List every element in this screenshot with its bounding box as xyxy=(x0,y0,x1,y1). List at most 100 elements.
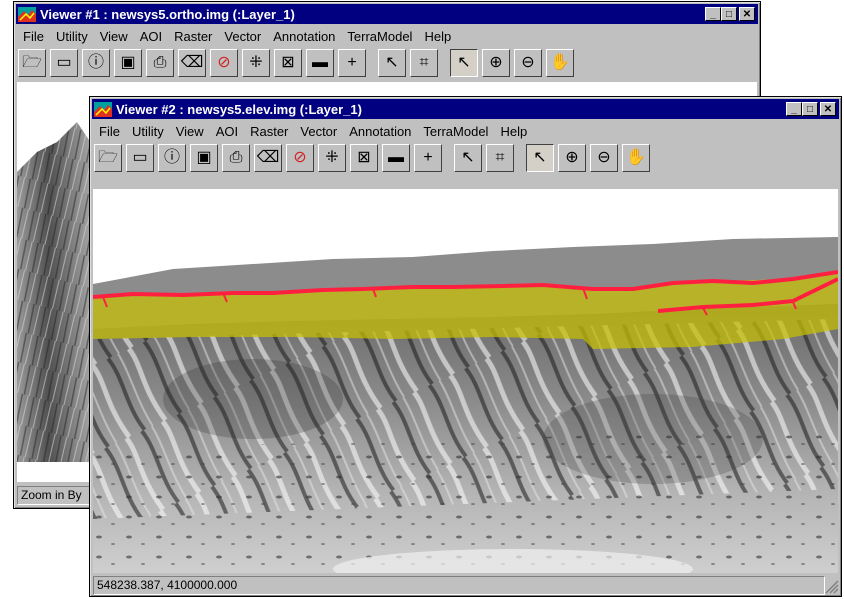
open-folder-button[interactable]: 🗁 xyxy=(94,144,122,172)
fit-button[interactable]: ⊠ xyxy=(274,49,302,77)
menu-aoi[interactable]: AOI xyxy=(139,28,163,44)
clear-icon: ⊘ xyxy=(293,149,307,166)
viewer-2-menubar: File Utility View AOI Raster Vector Anno… xyxy=(93,121,838,141)
pointer-arrow-button[interactable]: ↖ xyxy=(378,49,406,77)
open-folder-icon: 🗁 xyxy=(22,54,42,71)
measure-button[interactable]: ▬ xyxy=(382,144,410,172)
pan-hand-button[interactable]: ✋ xyxy=(546,49,574,77)
pointer-arrow-button[interactable]: ↖ xyxy=(454,144,482,172)
info-icon: ⓘ xyxy=(87,54,104,71)
fit-icon: ⊠ xyxy=(281,54,295,71)
menu-utility[interactable]: Utility xyxy=(131,123,164,139)
info-button[interactable]: ⓘ xyxy=(158,144,186,172)
profile-button[interactable]: ⌗ xyxy=(410,49,438,77)
print-button[interactable]: ⎙ xyxy=(222,144,250,172)
zoom-in-button[interactable]: ⊕ xyxy=(482,49,510,77)
minimize-button[interactable]: _ xyxy=(786,102,802,116)
vector-ridge-line[interactable] xyxy=(93,270,838,299)
pointer-arrow-icon: ↖ xyxy=(461,149,475,166)
viewer-1-title: Viewer #1 : newsys5.ortho.img (:Layer_1) xyxy=(40,6,295,22)
menu-raster[interactable]: Raster xyxy=(250,123,289,139)
viewer-2-status-coordinates: 548238.387, 4100000.000 xyxy=(93,575,825,595)
viewer-2-image-canvas[interactable] xyxy=(93,189,838,573)
zoom-out-button[interactable]: ⊖ xyxy=(590,144,618,172)
menu-file[interactable]: File xyxy=(23,28,44,44)
menu-aoi[interactable]: AOI xyxy=(215,123,239,139)
scale-icon: ⁜ xyxy=(325,149,339,166)
menu-annotation[interactable]: Annotation xyxy=(349,123,412,139)
ortho-terrain-image xyxy=(17,122,97,462)
measure-icon: ▬ xyxy=(312,54,328,71)
zoom-in-icon: ⊕ xyxy=(489,54,503,71)
zoom-in-icon: ⊕ xyxy=(565,149,579,166)
menu-vector[interactable]: Vector xyxy=(224,28,262,44)
menu-terramodel[interactable]: TerraModel xyxy=(347,28,413,44)
inquire-cursor-icon: + xyxy=(423,149,433,166)
inquire-cursor-button[interactable]: + xyxy=(338,49,366,77)
menu-help[interactable]: Help xyxy=(500,123,528,139)
eraser-button[interactable]: ⌫ xyxy=(254,144,282,172)
save-icon: ▣ xyxy=(120,54,136,71)
fit-button[interactable]: ⊠ xyxy=(350,144,378,172)
measure-icon: ▬ xyxy=(388,149,404,166)
folder-button[interactable]: ▭ xyxy=(50,49,78,77)
resize-grip-icon[interactable] xyxy=(825,580,839,594)
menu-utility[interactable]: Utility xyxy=(55,28,88,44)
menu-view[interactable]: View xyxy=(175,123,204,139)
pan-hand-button[interactable]: ✋ xyxy=(622,144,650,172)
menu-raster[interactable]: Raster xyxy=(174,28,213,44)
info-button[interactable]: ⓘ xyxy=(82,49,110,77)
open-folder-button[interactable]: 🗁 xyxy=(18,49,46,77)
viewer-2-titlebar[interactable]: Viewer #2 : newsys5.elev.img (:Layer_1) … xyxy=(92,99,839,119)
print-button[interactable]: ⎙ xyxy=(146,49,174,77)
folder-icon: ▭ xyxy=(56,54,72,71)
imagine-app-icon xyxy=(18,6,36,22)
select-arrow-button[interactable]: ↖ xyxy=(526,144,554,172)
viewer-1-titlebar[interactable]: Viewer #1 : newsys5.ortho.img (:Layer_1)… xyxy=(16,4,758,24)
save-button[interactable]: ▣ xyxy=(190,144,218,172)
menu-help[interactable]: Help xyxy=(424,28,452,44)
pan-hand-icon: ✋ xyxy=(550,54,570,71)
viewer-1-toolbar: 🗁 ▭ ⓘ ▣ ⎙ ⌫ ⊘ ⁜ ⊠ ▬ + ↖ ⌗ ↖ ⊕ ⊖ ✋ xyxy=(18,48,578,78)
viewer-2-title: Viewer #2 : newsys5.elev.img (:Layer_1) xyxy=(116,101,362,117)
close-button[interactable]: ✕ xyxy=(820,102,836,116)
select-arrow-icon: ↖ xyxy=(533,149,547,166)
maximize-button[interactable]: □ xyxy=(721,7,737,21)
menu-annotation[interactable]: Annotation xyxy=(273,28,336,44)
scale-button[interactable]: ⁜ xyxy=(318,144,346,172)
zoom-in-button[interactable]: ⊕ xyxy=(558,144,586,172)
viewer-2-window: Viewer #2 : newsys5.elev.img (:Layer_1) … xyxy=(89,96,842,597)
zoom-out-icon: ⊖ xyxy=(521,54,535,71)
open-folder-icon: 🗁 xyxy=(98,149,118,166)
vector-ridge-line[interactable] xyxy=(657,277,838,313)
select-arrow-icon: ↖ xyxy=(457,54,471,71)
eraser-button[interactable]: ⌫ xyxy=(178,49,206,77)
save-button[interactable]: ▣ xyxy=(114,49,142,77)
profile-button[interactable]: ⌗ xyxy=(486,144,514,172)
select-arrow-button[interactable]: ↖ xyxy=(450,49,478,77)
pan-hand-icon: ✋ xyxy=(626,149,646,166)
scale-button[interactable]: ⁜ xyxy=(242,49,270,77)
folder-button[interactable]: ▭ xyxy=(126,144,154,172)
print-icon: ⎙ xyxy=(153,54,167,71)
inquire-cursor-button[interactable]: + xyxy=(414,144,442,172)
zoom-out-button[interactable]: ⊖ xyxy=(514,49,542,77)
menu-file[interactable]: File xyxy=(99,123,120,139)
save-icon: ▣ xyxy=(196,149,212,166)
eraser-icon: ⌫ xyxy=(256,149,280,166)
pointer-arrow-icon: ↖ xyxy=(385,54,399,71)
viewer-2-statusbar: 548238.387, 4100000.000 xyxy=(93,574,838,596)
minimize-button[interactable]: _ xyxy=(705,7,721,21)
clear-button[interactable]: ⊘ xyxy=(210,49,238,77)
fit-icon: ⊠ xyxy=(357,149,371,166)
profile-icon: ⌗ xyxy=(495,149,505,166)
menu-view[interactable]: View xyxy=(99,28,128,44)
close-button[interactable]: ✕ xyxy=(739,7,755,21)
zoom-out-icon: ⊖ xyxy=(597,149,611,166)
measure-button[interactable]: ▬ xyxy=(306,49,334,77)
info-icon: ⓘ xyxy=(163,149,180,166)
menu-vector[interactable]: Vector xyxy=(300,123,338,139)
clear-button[interactable]: ⊘ xyxy=(286,144,314,172)
maximize-button[interactable]: □ xyxy=(802,102,818,116)
menu-terramodel[interactable]: TerraModel xyxy=(423,123,489,139)
